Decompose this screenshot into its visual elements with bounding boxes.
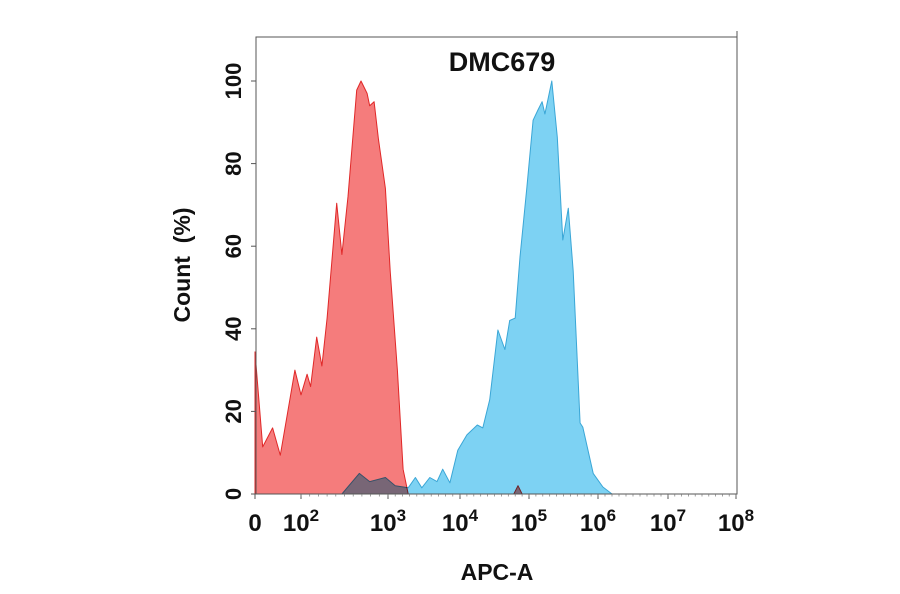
x-tick-label: 102 bbox=[283, 506, 319, 537]
y-tick-label: 40 bbox=[221, 317, 246, 341]
y-tick-label: 0 bbox=[221, 488, 246, 500]
y-tick-label: 20 bbox=[221, 399, 246, 423]
histogram-series-control bbox=[254, 80, 523, 495]
x-axis-title: APC-A bbox=[461, 559, 534, 585]
series-layer bbox=[254, 80, 613, 495]
x-tick-label: 105 bbox=[511, 506, 547, 537]
x-tick-label: 104 bbox=[442, 506, 479, 537]
x-tick-label: 0 bbox=[248, 510, 261, 537]
plot-frame bbox=[255, 36, 738, 495]
y-axis-title: Count (%) bbox=[169, 208, 195, 323]
x-tick-label: 108 bbox=[718, 506, 754, 537]
ticks-layer: 0 102 103 104 105 106 107 108 0 20 40 60 80 100 bbox=[221, 31, 754, 537]
y-tick-label: 60 bbox=[221, 234, 246, 258]
x-tick-label: 107 bbox=[650, 506, 686, 537]
x-tick-label: 103 bbox=[370, 506, 406, 537]
y-tick-label: 100 bbox=[221, 63, 246, 100]
chart-title: DMC679 bbox=[449, 47, 556, 77]
y-tick-label: 80 bbox=[221, 151, 246, 175]
histogram-series-sample bbox=[341, 80, 613, 495]
x-tick-label: 106 bbox=[580, 506, 616, 537]
